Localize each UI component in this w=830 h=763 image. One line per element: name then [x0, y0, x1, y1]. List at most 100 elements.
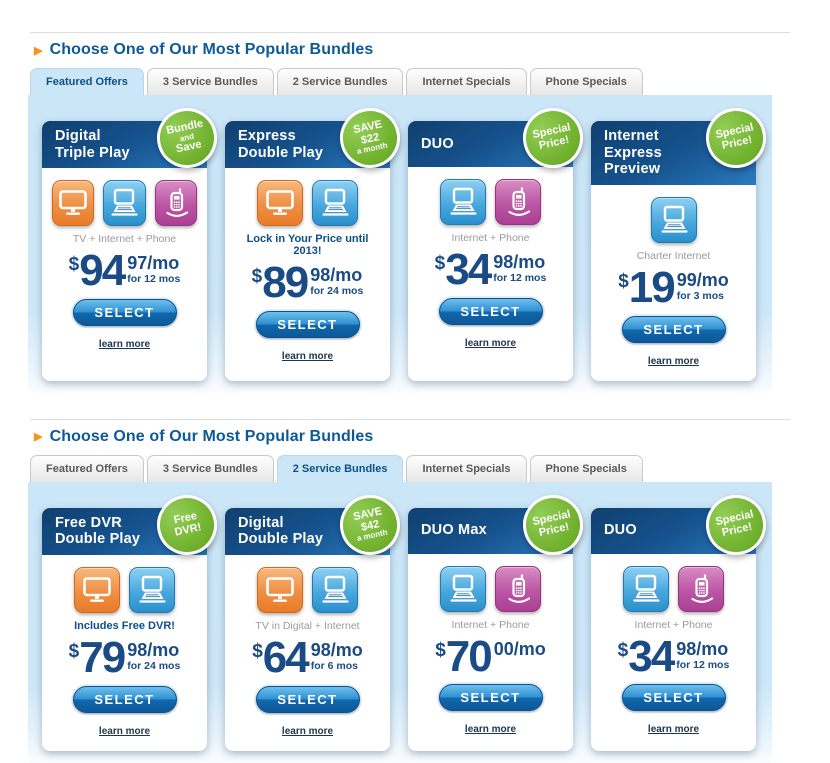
- popular-bundles-section-2: ▶ Choose One of Our Most Popular Bundles…: [28, 418, 790, 763]
- card-caption: Lock in Your Price until 2013!: [246, 233, 369, 258]
- bundle-card-express-double-play: SAVE $22 a month Express Double Play Loc…: [225, 102, 406, 381]
- section-heading: ▶ Choose One of Our Most Popular Bundles: [34, 41, 772, 59]
- bundle-tabs: Featured Offers 3 Service Bundles 2 Serv…: [30, 454, 772, 482]
- card-body: Charter Internet $ 19 99/mo for 3 mos SE…: [591, 185, 756, 381]
- learn-more-link[interactable]: learn more: [647, 355, 700, 367]
- price-detail: 98/mo for 24 mos: [127, 641, 180, 672]
- arrow-icon: ▶: [34, 431, 43, 444]
- arrow-icon: ▶: [34, 44, 43, 57]
- currency-symbol: $: [435, 639, 446, 661]
- service-icons: [52, 180, 197, 227]
- select-button[interactable]: SELECT: [72, 685, 177, 713]
- price: $ 89 98/mo for 24 mos: [235, 258, 380, 308]
- select-button[interactable]: SELECT: [438, 684, 543, 712]
- currency-symbol: $: [251, 266, 263, 288]
- bundles-panel: Bundle and Save Digital Triple Play T: [28, 95, 772, 393]
- select-button[interactable]: SELECT: [255, 685, 360, 713]
- laptop-icon: [440, 179, 486, 225]
- price-detail: 98/mo for 6 mos: [311, 641, 363, 672]
- tv-icon: [257, 180, 303, 227]
- price-cents: 00/mo: [493, 638, 546, 659]
- tab-3-service-bundles[interactable]: 3 Service Bundles: [146, 68, 274, 95]
- select-button[interactable]: SELECT: [72, 298, 177, 326]
- card-caption: Charter Internet: [636, 250, 711, 263]
- price-detail: 97/mo for 12 mos: [127, 254, 180, 285]
- divider: [30, 32, 790, 33]
- bundle-card-free-dvr-double-play: Free DVR! Free DVR Double Play Includes …: [42, 489, 223, 751]
- bundle-card-duo: Special Price! DUO Internet + Phone $: [408, 102, 589, 381]
- card-body: Internet + Phone $ 34 98/mo for 12 mos S…: [408, 167, 573, 363]
- tab-2-service-bundles[interactable]: 2 Service Bundles: [276, 454, 404, 482]
- service-icons: [235, 180, 380, 227]
- tab-phone-specials[interactable]: Phone Specials: [529, 68, 643, 95]
- bundle-card-digital-triple-play: Bundle and Save Digital Triple Play T: [42, 102, 223, 381]
- service-icons: [52, 566, 197, 613]
- tab-2-service-bundles[interactable]: 2 Service Bundles: [276, 68, 404, 95]
- laptop-icon: [312, 566, 358, 613]
- laptop-icon: [103, 180, 146, 227]
- price-term: for 3 mos: [676, 290, 725, 303]
- price-term: for 24 mos: [127, 659, 181, 672]
- currency-symbol: $: [434, 253, 446, 274]
- tab-internet-specials[interactable]: Internet Specials: [406, 454, 527, 482]
- price-detail: 98/mo for 24 mos: [310, 266, 363, 297]
- bundle-card-duo-max: Special Price! DUO Max Internet + Phone: [408, 489, 589, 751]
- laptop-icon: [440, 565, 486, 612]
- price-detail: 00/mo: [494, 640, 546, 659]
- price-term: for 6 mos: [310, 659, 359, 672]
- price-cents: 98/mo: [310, 639, 363, 660]
- select-button[interactable]: SELECT: [255, 310, 360, 338]
- price-term: for 12 mos: [127, 273, 181, 286]
- learn-more-link[interactable]: learn more: [647, 724, 700, 736]
- price-dollars: 19: [628, 263, 676, 313]
- price: $ 79 98/mo for 24 mos: [52, 636, 197, 680]
- card-title: DUO: [604, 522, 637, 539]
- card-caption: TV in Digital + Internet: [255, 619, 360, 632]
- learn-more-link[interactable]: learn more: [281, 350, 334, 362]
- phone-icon: [495, 565, 541, 612]
- card-title: Free DVR Double Play: [55, 514, 141, 548]
- card-caption: Internet + Phone: [451, 232, 530, 244]
- laptop-icon: [312, 180, 358, 227]
- learn-more-link[interactable]: learn more: [98, 338, 151, 350]
- learn-more-link[interactable]: learn more: [98, 725, 151, 737]
- select-button[interactable]: SELECT: [621, 684, 726, 712]
- card-caption: Includes Free DVR!: [74, 619, 175, 632]
- card-title: Internet Express Preview: [604, 128, 662, 178]
- service-icons: [235, 566, 380, 613]
- learn-more-link[interactable]: learn more: [281, 725, 334, 737]
- laptop-icon: [129, 566, 175, 613]
- laptop-icon: [650, 197, 697, 244]
- tab-phone-specials[interactable]: Phone Specials: [529, 454, 643, 482]
- tab-featured-offers[interactable]: Featured Offers: [30, 454, 144, 482]
- tab-internet-specials[interactable]: Internet Specials: [406, 68, 527, 95]
- card-caption: Internet + Phone: [634, 618, 713, 631]
- phone-icon: [495, 179, 541, 225]
- price-cents: 98/mo: [310, 265, 363, 286]
- card-title: DUO: [421, 135, 454, 152]
- price: $ 34 98/mo for 12 mos: [601, 634, 746, 678]
- card-title: Digital Double Play: [238, 514, 324, 548]
- select-button[interactable]: SELECT: [621, 315, 726, 343]
- price: $ 70 00/mo: [418, 634, 563, 678]
- select-button[interactable]: SELECT: [438, 297, 543, 325]
- section-heading: ▶ Choose One of Our Most Popular Bundles: [34, 428, 772, 446]
- price-term: for 24 mos: [310, 285, 364, 298]
- price: $ 64 98/mo for 6 mos: [235, 636, 380, 680]
- section-heading-text: Choose One of Our Most Popular Bundles: [49, 41, 374, 58]
- price-term: for 12 mos: [676, 658, 730, 671]
- tab-featured-offers[interactable]: Featured Offers: [30, 68, 144, 95]
- price-dollars: 94: [79, 246, 126, 296]
- price-dollars: 89: [262, 258, 309, 308]
- tab-3-service-bundles[interactable]: 3 Service Bundles: [146, 454, 274, 482]
- learn-more-link[interactable]: learn more: [464, 724, 517, 736]
- currency-symbol: $: [68, 640, 80, 662]
- tv-icon: [257, 566, 303, 613]
- popular-bundles-section-1: ▶ Choose One of Our Most Popular Bundles…: [28, 32, 790, 393]
- bundle-card-internet-express-preview: Special Price! Internet Express Preview …: [591, 102, 772, 381]
- learn-more-link[interactable]: learn more: [464, 337, 517, 349]
- price-term: for 12 mos: [493, 272, 547, 284]
- service-icons: [418, 565, 563, 612]
- card-body: TV in Digital + Internet $ 64 98/mo for …: [225, 555, 390, 751]
- price-cents: 98/mo: [493, 252, 546, 272]
